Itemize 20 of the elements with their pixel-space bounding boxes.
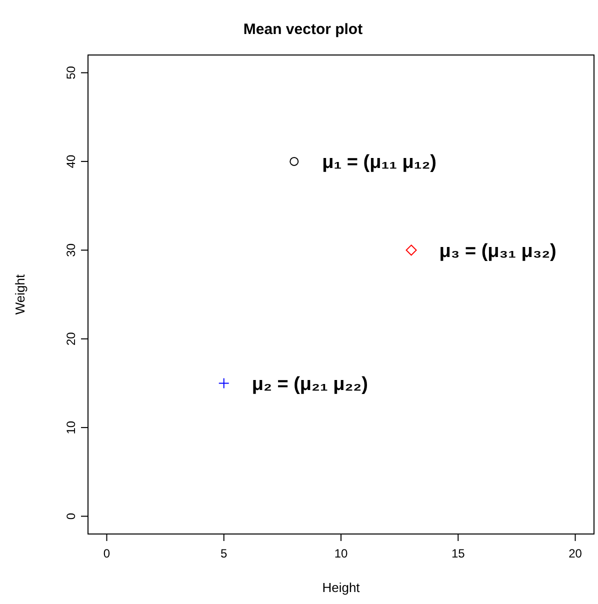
point — [218, 378, 230, 389]
chart-title: Mean vector plot — [243, 21, 363, 38]
annotation: μ₃ = (μ₃₁ μ₃₂) — [439, 240, 556, 262]
x-tick-label: 10 — [334, 546, 348, 561]
x-axis-title: Height — [322, 580, 360, 595]
x-tick-label: 20 — [568, 546, 582, 561]
y-axis-title: Weight — [12, 274, 28, 315]
y-tick-label: 30 — [64, 243, 78, 257]
x-tick-label: 5 — [220, 546, 228, 561]
y-tick-label: 10 — [64, 420, 78, 434]
point — [290, 156, 299, 166]
point — [406, 244, 417, 256]
y-tick-label: 20 — [64, 332, 78, 346]
x-tick-label: 15 — [451, 546, 466, 561]
y-tick-label: 0 — [64, 512, 78, 520]
x-tick-label: 0 — [103, 546, 110, 561]
y-tick-label: 50 — [64, 66, 78, 80]
y-tick-label: 40 — [64, 154, 78, 168]
annotation: μ₁ = (μ₁₁ μ₁₂) — [322, 152, 436, 174]
annotation: μ₂ = (μ₂₁ μ₂₂) — [252, 374, 368, 395]
